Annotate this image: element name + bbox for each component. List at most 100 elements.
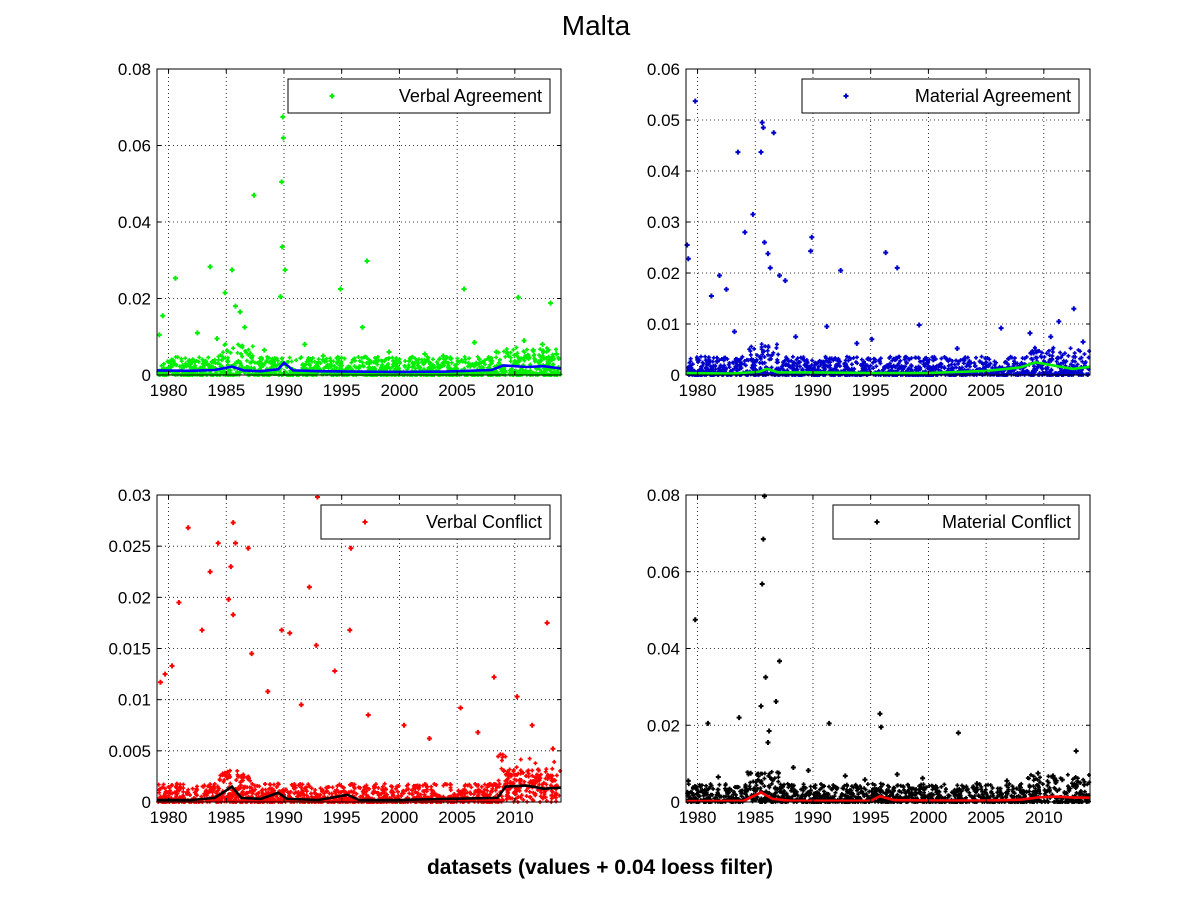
data-point	[515, 294, 521, 300]
data-point	[950, 358, 955, 363]
data-point	[512, 360, 517, 365]
data-point	[790, 354, 795, 359]
data-point	[221, 350, 226, 355]
data-point	[701, 361, 706, 366]
data-point	[222, 290, 228, 296]
data-point	[984, 360, 989, 365]
data-point	[364, 360, 369, 365]
data-point	[838, 267, 844, 273]
data-point	[909, 363, 914, 368]
data-point	[825, 364, 830, 369]
data-point	[1072, 351, 1077, 356]
x-tick-label: 1995	[852, 381, 890, 400]
data-point	[789, 358, 794, 363]
x-tick-label: 1980	[150, 808, 188, 827]
data-point	[836, 361, 841, 366]
data-point	[332, 364, 337, 369]
data-point	[279, 356, 284, 361]
data-point	[238, 361, 243, 366]
data-point	[538, 347, 543, 352]
data-point	[519, 356, 524, 361]
data-point	[809, 234, 815, 240]
data-point	[718, 364, 723, 369]
data-point	[849, 362, 854, 367]
data-point	[842, 361, 847, 366]
data-point	[251, 192, 257, 198]
data-point	[531, 353, 536, 358]
data-point	[440, 362, 445, 367]
data-point	[308, 356, 313, 361]
data-point	[954, 358, 959, 363]
data-point	[533, 761, 538, 766]
data-point	[395, 789, 400, 794]
data-point	[250, 344, 255, 349]
data-point	[307, 363, 312, 368]
data-point	[1071, 363, 1076, 368]
data-point	[551, 371, 556, 376]
data-point	[183, 361, 188, 366]
data-point	[833, 364, 838, 369]
data-point	[805, 366, 810, 371]
data-point	[695, 356, 700, 361]
data-point	[257, 359, 262, 364]
data-point	[222, 342, 227, 347]
data-point	[514, 345, 519, 350]
data-point	[1044, 351, 1049, 356]
data-point	[483, 362, 488, 367]
data-point	[298, 702, 304, 708]
data-point	[426, 736, 432, 742]
panel-verbal-agreement: 1980 1985 1990 1995 2000 2005 201000.020.040.0…	[118, 60, 563, 400]
data-point	[923, 361, 928, 366]
data-point	[531, 790, 536, 795]
legend-verbal-conflict: Verbal Conflict	[320, 504, 551, 540]
data-point	[488, 362, 493, 367]
data-point	[1073, 354, 1078, 359]
data-point	[271, 782, 276, 787]
x-tick-label: 1995	[323, 808, 361, 827]
data-point	[1034, 355, 1039, 360]
data-point	[822, 367, 827, 372]
data-point	[859, 357, 864, 362]
data-point	[708, 359, 713, 364]
data-point	[301, 365, 306, 370]
data-point	[367, 361, 372, 366]
data-point	[954, 345, 960, 351]
data-point	[988, 361, 993, 366]
data-point	[892, 364, 897, 369]
data-point	[828, 360, 833, 365]
data-point	[416, 357, 421, 362]
data-point	[386, 349, 392, 355]
data-point	[537, 353, 542, 358]
data-point	[347, 627, 353, 633]
x-tick-label: 2000	[380, 808, 418, 827]
data-point	[887, 355, 892, 360]
data-point	[967, 364, 972, 369]
data-point	[1065, 772, 1070, 777]
data-point	[278, 294, 284, 300]
data-point	[688, 366, 693, 371]
data-point	[843, 364, 848, 369]
data-point	[878, 361, 883, 366]
data-point	[232, 540, 238, 546]
data-point	[1068, 346, 1073, 351]
data-point	[550, 354, 555, 359]
data-point	[1044, 367, 1049, 372]
data-point	[529, 722, 535, 728]
data-point	[725, 357, 730, 362]
data-point	[261, 363, 266, 368]
data-point	[1015, 361, 1020, 366]
data-point	[386, 356, 391, 361]
data-point	[337, 363, 342, 368]
data-point	[429, 784, 434, 789]
data-point	[1051, 345, 1056, 350]
x-tick-label: 2010	[1025, 381, 1063, 400]
data-point	[991, 372, 996, 377]
data-point	[544, 767, 549, 772]
data-point	[215, 540, 221, 546]
data-point	[882, 364, 887, 369]
data-point	[833, 356, 838, 361]
data-point	[365, 712, 371, 718]
data-point	[844, 354, 849, 359]
data-point	[703, 358, 708, 363]
data-point	[781, 360, 786, 365]
